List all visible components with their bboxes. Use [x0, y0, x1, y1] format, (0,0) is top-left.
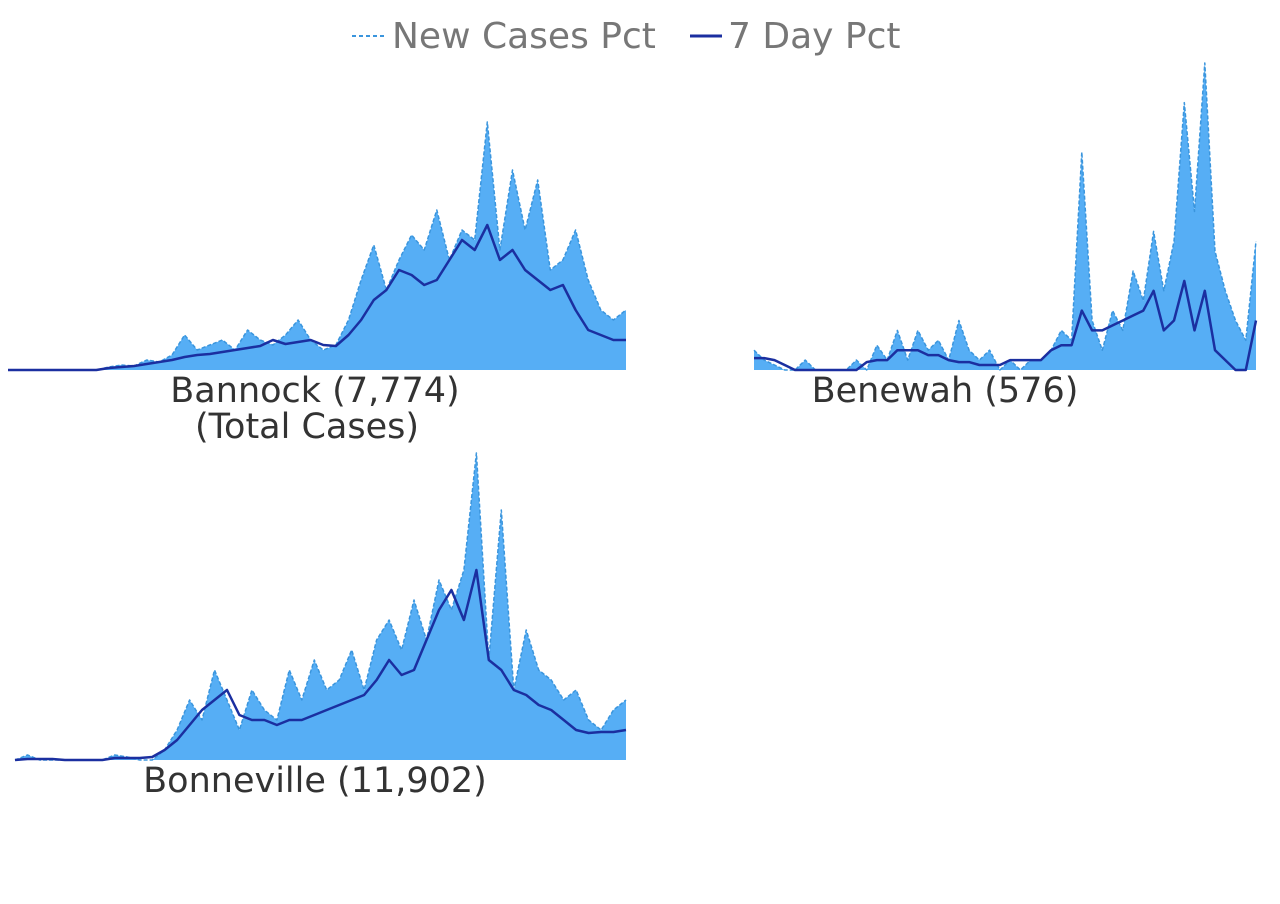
- panel-title: Bannock (7,774): [170, 371, 459, 411]
- area: [15, 453, 626, 760]
- series-line: [8, 223, 626, 372]
- area: [8, 122, 626, 370]
- legend-label: 7 Day Pct: [728, 16, 901, 57]
- panel-subtitle: (Total Cases): [195, 407, 419, 447]
- panel-title: Bonneville (11,902): [143, 761, 487, 801]
- area: [754, 63, 1256, 370]
- series-line: [14, 568, 627, 762]
- series-line: [754, 279, 1258, 372]
- panel-title: Benewah (576): [812, 371, 1079, 411]
- series-line: [14, 452, 627, 761]
- legend-label: New Cases Pct: [392, 16, 656, 57]
